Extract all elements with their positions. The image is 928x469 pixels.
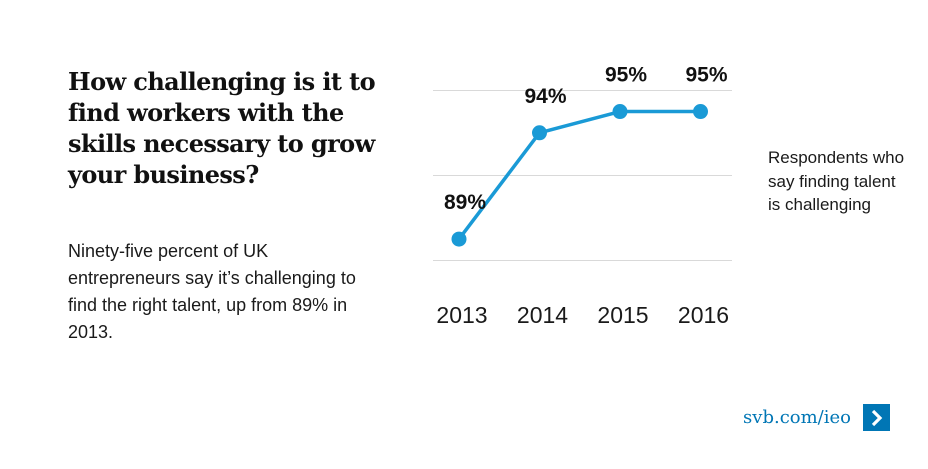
x-tick-label-2013: 2013 xyxy=(436,302,487,328)
svb-link[interactable]: svb.com/ieo xyxy=(743,404,890,431)
data-point-2015 xyxy=(612,104,628,120)
svb-link-text: svb.com/ieo xyxy=(743,407,851,428)
data-point-2014 xyxy=(532,125,547,141)
data-label-2015: 95% xyxy=(605,64,647,87)
chevron-right-icon xyxy=(863,404,890,431)
series-line xyxy=(457,109,703,241)
data-point-2013 xyxy=(451,231,467,247)
data-label-2016: 95% xyxy=(685,64,727,87)
data-label-2014: 94% xyxy=(524,85,566,108)
x-tick-label-2016: 2016 xyxy=(678,302,729,328)
chart-description: Ninety-five percent of UK entrepreneurs … xyxy=(68,241,356,342)
x-tick-label-2015: 2015 xyxy=(597,302,648,328)
chart-title: How challenging is it to find workers wi… xyxy=(68,67,376,189)
data-point-2016 xyxy=(693,104,708,120)
x-tick-label-2014: 2014 xyxy=(517,302,568,328)
series-legend-label: Respondents who say finding talent is ch… xyxy=(768,148,905,214)
data-label-2013: 89% xyxy=(444,191,486,214)
